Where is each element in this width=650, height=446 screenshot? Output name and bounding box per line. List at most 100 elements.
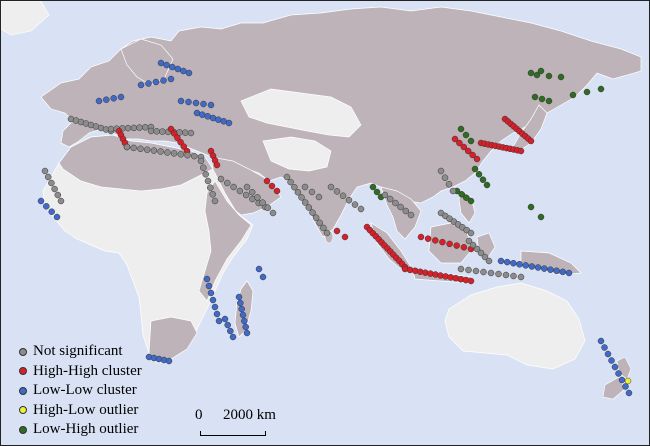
legend-label: High-High cluster — [33, 362, 142, 379]
coastal-point — [211, 197, 219, 205]
coastal-point — [44, 173, 52, 181]
coastal-point — [537, 67, 545, 75]
legend: Not significant High-High cluster Low-Lo… — [19, 342, 142, 440]
coastal-point — [386, 195, 394, 203]
coastal-point — [291, 183, 298, 191]
coastal-point — [269, 209, 277, 217]
coastal-point — [309, 209, 316, 216]
coastal-point — [241, 317, 248, 325]
coastal-point — [460, 143, 468, 151]
coastal-point — [301, 183, 309, 191]
coastal-point — [205, 282, 213, 290]
legend-marker — [19, 386, 27, 395]
coastal-point — [298, 194, 305, 201]
legend-item-high-low: High-Low outlier — [19, 401, 142, 421]
coastal-point — [583, 88, 591, 96]
coastal-point — [185, 98, 192, 106]
coastal-point — [545, 72, 553, 80]
coastal-point — [180, 143, 188, 150]
legend-item-not-significant: Not significant — [19, 342, 142, 362]
scale-max-label: 2000 km — [223, 407, 276, 423]
coastal-point — [483, 181, 491, 189]
coastal-point — [545, 97, 553, 105]
coastal-point — [608, 357, 615, 364]
coastal-point — [124, 124, 132, 132]
coastal-point — [445, 181, 453, 188]
coastal-point — [199, 111, 206, 118]
coastal-point — [618, 376, 626, 384]
coastal-point — [531, 93, 539, 101]
coastal-point — [152, 78, 160, 86]
coastal-point — [510, 272, 517, 280]
coastal-point — [305, 204, 313, 211]
coastal-point — [497, 257, 505, 265]
central-asia-region — [262, 136, 332, 172]
coastal-point — [467, 197, 475, 205]
scale-line — [200, 431, 266, 436]
legend-item-low-high: Low-High outlier — [19, 420, 142, 440]
coastal-point — [471, 165, 479, 173]
coastal-point — [164, 149, 171, 156]
coastal-point — [469, 151, 476, 159]
scale-zero-label: 0 — [195, 407, 203, 423]
coastal-point — [150, 147, 158, 154]
coastal-point — [200, 100, 207, 108]
coastal-point — [432, 237, 439, 244]
coastal-point — [622, 383, 629, 390]
coastal-point — [369, 183, 377, 191]
coastal-point — [487, 269, 495, 277]
coastal-point — [177, 138, 184, 146]
coastal-point — [541, 265, 548, 272]
coastal-point — [624, 377, 632, 385]
coastal-point — [213, 310, 221, 318]
coastal-point — [402, 207, 410, 215]
coastal-point — [159, 128, 166, 135]
coastal-point — [110, 95, 117, 102]
coastal-point — [457, 265, 465, 273]
coastal-point — [263, 177, 271, 185]
coastal-point — [229, 333, 237, 341]
coastal-point — [537, 213, 545, 221]
coastal-point — [41, 167, 49, 175]
coastal-point — [485, 257, 493, 265]
legend-marker — [19, 367, 27, 376]
scandinavia — [120, 38, 174, 86]
coastal-point — [456, 139, 463, 147]
coastal-point — [312, 214, 320, 221]
coastal-point — [53, 213, 61, 221]
coastal-point — [467, 277, 475, 285]
coastal-point — [207, 101, 215, 109]
coastal-point — [185, 69, 193, 77]
coastal-point — [473, 155, 481, 163]
coastal-point — [407, 211, 415, 219]
coastal-point — [527, 69, 535, 77]
coastal-point — [559, 268, 567, 276]
coastal-point — [453, 242, 460, 249]
coastal-point — [527, 203, 535, 211]
coastal-point — [601, 344, 608, 351]
coastal-point — [197, 157, 205, 165]
coastal-point — [207, 184, 214, 191]
coastal-point — [95, 97, 103, 105]
coastal-point — [553, 267, 560, 275]
coastal-point — [351, 201, 359, 208]
coastal-point — [167, 75, 175, 83]
coastal-point — [462, 131, 470, 139]
coastal-point — [209, 191, 216, 198]
coastal-point — [145, 80, 152, 87]
coastal-point — [57, 197, 65, 205]
legend-label: High-Low outlier — [33, 401, 139, 418]
coastal-point — [174, 134, 181, 142]
coastal-point — [180, 67, 187, 75]
coastal-point — [242, 191, 250, 199]
legend-label: Low-Low cluster — [33, 382, 137, 399]
coastal-point — [333, 188, 341, 195]
coastal-point — [130, 144, 137, 152]
coastal-point — [255, 265, 263, 273]
coastal-point — [597, 337, 605, 345]
coastal-point — [157, 59, 165, 67]
legend-label: Low-High outlier — [33, 421, 139, 438]
greenland-corner — [1, 1, 50, 36]
